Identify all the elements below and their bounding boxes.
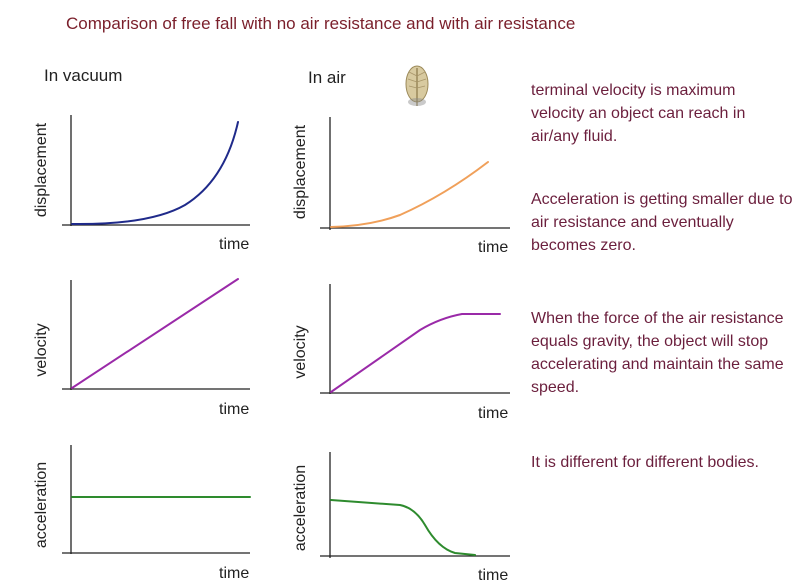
displacement-curve [330,161,489,228]
x-axis-label: time [219,401,249,418]
x-axis-label: time [219,236,249,253]
feather-icon [405,65,429,106]
y-axis-label: displacement [292,124,309,219]
velocity-line [71,278,239,389]
y-axis-label: velocity [33,323,50,376]
y-axis-label: displacement [33,122,50,217]
x-axis-label: time [478,405,508,422]
air-acceleration-graph: time acceleration [292,452,510,582]
air-column-label: In air [308,68,346,87]
x-axis-label: time [219,565,249,582]
vacuum-column-label: In vacuum [44,66,123,85]
acceleration-curve [330,499,476,556]
y-axis-label: velocity [292,325,309,378]
vacuum-displacement-graph: time displacement [33,115,250,253]
note-different-bodies: It is different for different bodies. [531,454,759,471]
note-force-balance: When the force of the air resistance equ… [531,310,784,396]
page-title: Comparison of free fall with no air resi… [66,14,576,33]
y-axis-label: acceleration [33,462,50,548]
note-acceleration: Acceleration is getting smaller due to a… [531,191,793,254]
air-velocity-graph: time velocity [292,284,510,422]
vacuum-acceleration-graph: time acceleration [33,445,251,582]
velocity-curve [330,313,501,393]
note-terminal-velocity: terminal velocity is maximum velocity an… [531,82,746,145]
x-axis-label: time [478,239,508,256]
air-displacement-graph: time displacement [292,117,510,256]
vacuum-velocity-graph: time velocity [33,278,250,418]
x-axis-label: time [478,567,508,582]
displacement-curve [71,121,239,226]
y-axis-label: acceleration [292,465,309,551]
